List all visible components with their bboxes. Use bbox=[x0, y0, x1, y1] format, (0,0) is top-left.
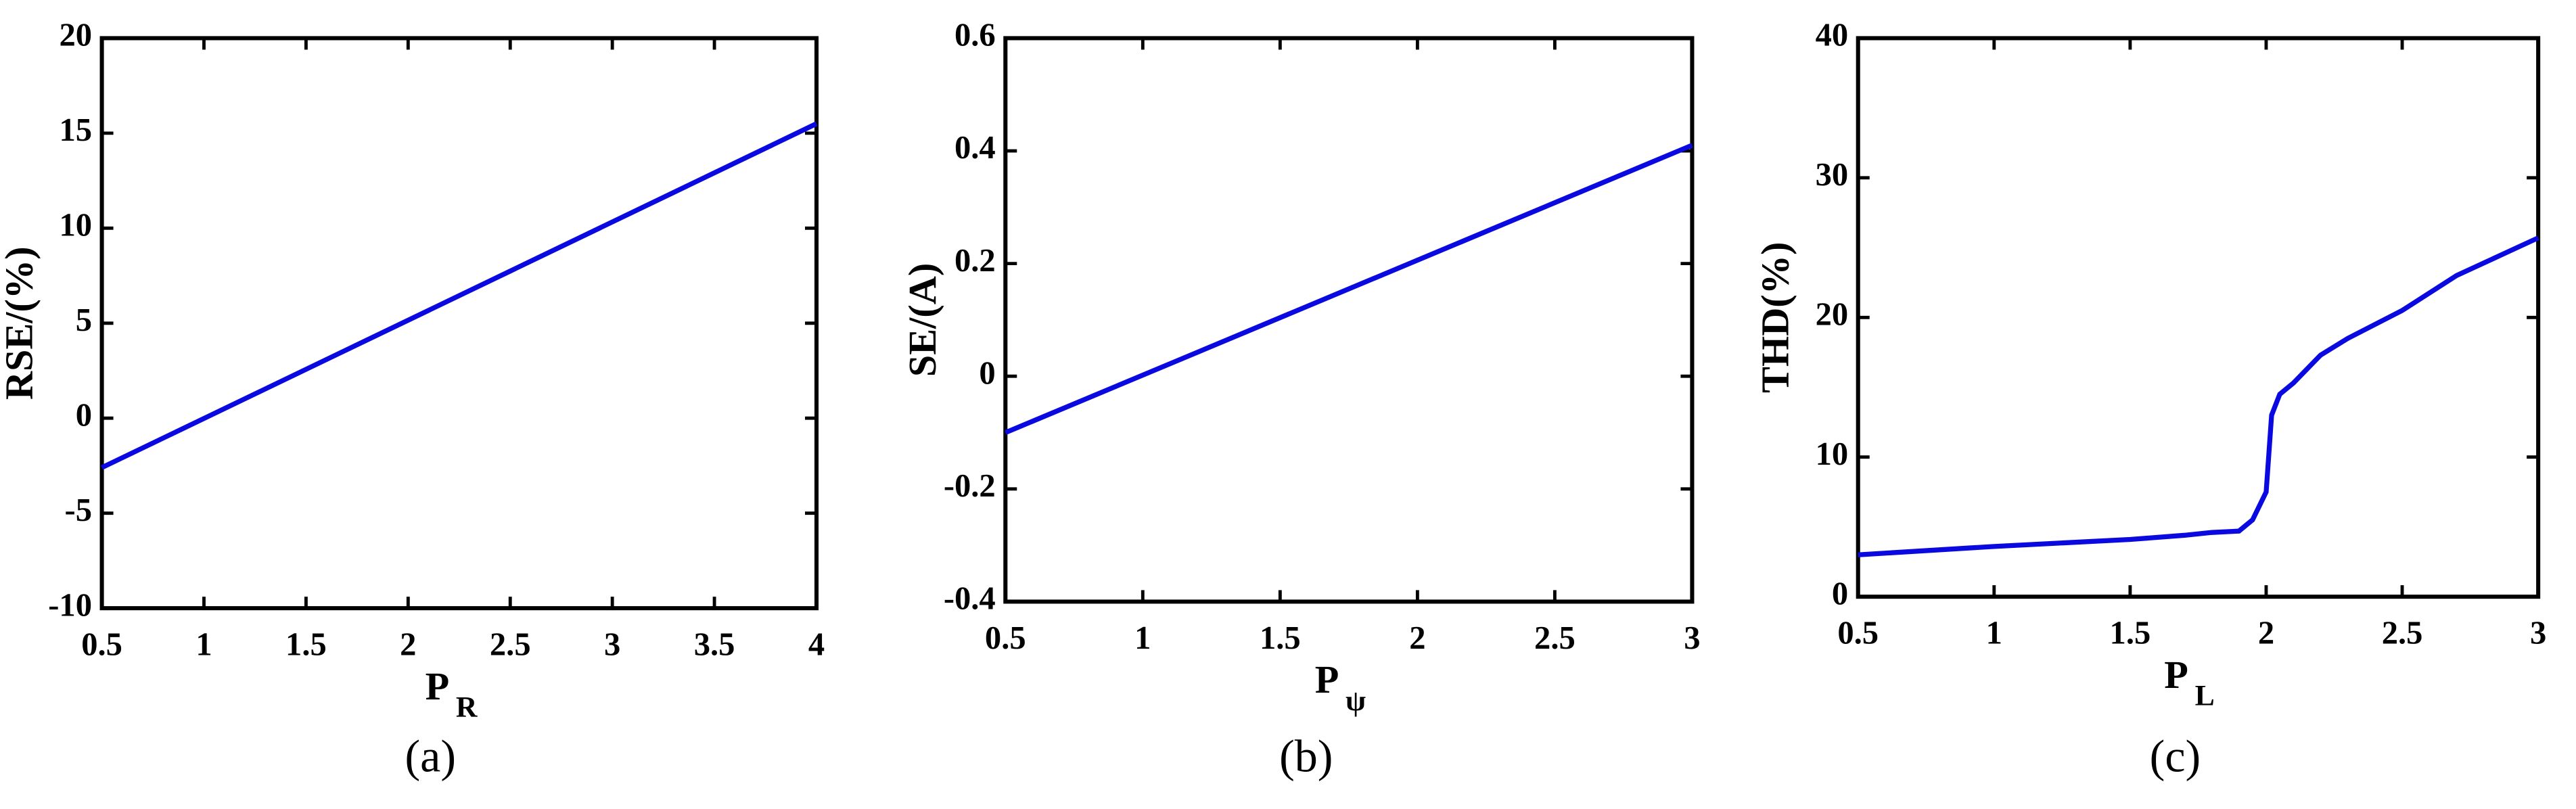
x-axis-label-subscript: L bbox=[2195, 680, 2215, 712]
y-tick-label: 10 bbox=[59, 206, 92, 243]
x-tick-label: 2 bbox=[1409, 620, 1425, 656]
y-tick-label: 0.6 bbox=[954, 17, 996, 53]
y-tick-label: 15 bbox=[59, 112, 92, 148]
x-tick-label: 3 bbox=[2530, 615, 2546, 651]
y-tick-label: 5 bbox=[76, 302, 92, 338]
x-tick-label: 1 bbox=[1134, 620, 1151, 656]
x-tick-label: 2.5 bbox=[1534, 620, 1576, 656]
y-tick-label: 30 bbox=[1816, 156, 1849, 193]
x-tick-label: 3 bbox=[604, 626, 620, 663]
x-axis-label-subscript: R bbox=[456, 691, 478, 724]
y-tick-label: 20 bbox=[59, 17, 92, 53]
x-tick-label: 2.5 bbox=[2382, 615, 2423, 651]
panel-caption: (a) bbox=[405, 731, 456, 782]
x-tick-label: 1 bbox=[196, 626, 212, 663]
x-tick-label: 4 bbox=[808, 626, 825, 663]
x-tick-label: 3 bbox=[1684, 620, 1700, 656]
x-tick-label: 2.5 bbox=[490, 626, 531, 663]
panel-caption: (b) bbox=[1279, 731, 1333, 782]
y-axis-label: RSE/(%) bbox=[0, 246, 41, 400]
plot-frame bbox=[1003, 36, 1695, 604]
y-tick-label: 20 bbox=[1816, 296, 1849, 332]
data-line bbox=[1004, 143, 1693, 435]
y-tick-label: -10 bbox=[48, 586, 92, 623]
x-tick-label: 0.5 bbox=[985, 620, 1026, 656]
y-axis-label: THD(%) bbox=[1753, 242, 1797, 393]
y-tick-label: 0 bbox=[76, 396, 92, 433]
x-tick-label: 0.5 bbox=[81, 626, 122, 663]
x-axis-label: P bbox=[426, 664, 450, 708]
x-axis-label-subscript: ψ bbox=[1346, 685, 1366, 717]
plot-frame bbox=[99, 36, 819, 611]
y-tick-label: 0 bbox=[979, 354, 995, 391]
x-axis-label: P bbox=[1315, 657, 1339, 701]
x-tick-label: 2 bbox=[400, 626, 416, 663]
y-tick-label: 0.2 bbox=[954, 242, 996, 279]
y-tick-label: 40 bbox=[1816, 17, 1849, 53]
plot-frame bbox=[1856, 36, 2541, 599]
data-line bbox=[100, 121, 818, 470]
x-tick-label: 2 bbox=[2258, 615, 2274, 651]
x-tick-label: 1.5 bbox=[285, 626, 327, 663]
y-tick-label: -0.4 bbox=[944, 580, 996, 617]
y-tick-label: 0.4 bbox=[954, 129, 996, 166]
panel-caption: (c) bbox=[2150, 731, 2201, 782]
y-axis-label: SE/(A) bbox=[900, 263, 944, 377]
y-tick-label: 0 bbox=[1832, 575, 1848, 611]
x-tick-label: 1.5 bbox=[2110, 615, 2151, 651]
x-axis-label: P bbox=[2164, 653, 2188, 697]
x-tick-label: 3.5 bbox=[694, 626, 735, 663]
x-tick-label: 1 bbox=[1986, 615, 2002, 651]
data-line bbox=[1858, 235, 2539, 557]
y-tick-label: 10 bbox=[1816, 436, 1849, 472]
x-tick-label: 0.5 bbox=[1837, 615, 1879, 651]
x-tick-label: 1.5 bbox=[1260, 620, 1301, 656]
y-tick-label: -0.2 bbox=[944, 467, 996, 504]
y-tick-label: -5 bbox=[65, 492, 92, 528]
